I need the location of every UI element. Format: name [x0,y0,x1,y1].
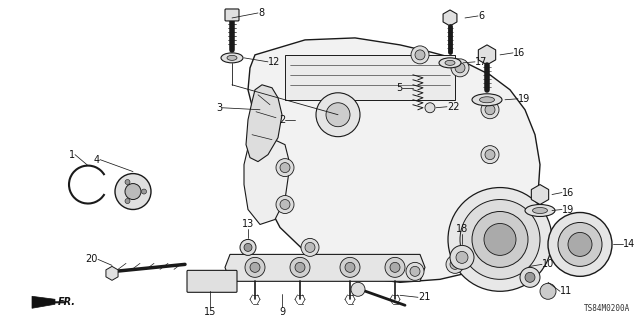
Circle shape [415,50,425,60]
Text: 9: 9 [279,307,285,317]
Polygon shape [32,296,55,308]
Circle shape [295,262,305,272]
Text: 16: 16 [513,48,525,58]
Circle shape [125,184,141,200]
Circle shape [484,223,516,255]
Polygon shape [244,138,290,224]
Text: 3: 3 [216,103,222,113]
Circle shape [485,150,495,160]
Circle shape [115,173,151,210]
Circle shape [250,262,260,272]
Circle shape [568,232,592,256]
Text: 17: 17 [475,57,488,67]
Circle shape [450,245,474,269]
Ellipse shape [221,53,243,63]
Circle shape [141,189,147,194]
Circle shape [481,101,499,119]
Circle shape [305,243,315,252]
Circle shape [425,103,435,113]
Text: TS84M0200A: TS84M0200A [584,304,630,313]
Circle shape [341,258,359,276]
Circle shape [455,63,465,73]
Ellipse shape [532,207,547,213]
Circle shape [125,180,130,185]
Ellipse shape [472,94,502,106]
Text: 19: 19 [562,204,574,214]
Text: 5: 5 [396,83,402,93]
Circle shape [481,146,499,164]
Text: 21: 21 [418,292,430,302]
Circle shape [390,262,400,272]
Text: 1: 1 [69,150,75,160]
Circle shape [326,103,350,127]
Circle shape [290,257,310,277]
Circle shape [460,200,540,279]
Text: 8: 8 [258,8,264,18]
Text: 4: 4 [94,155,100,164]
Circle shape [450,260,460,269]
Circle shape [520,268,540,287]
Circle shape [446,255,464,273]
Circle shape [340,257,360,277]
FancyArrowPatch shape [37,300,65,305]
Text: 15: 15 [204,307,216,317]
Polygon shape [246,85,282,162]
Text: 12: 12 [268,57,280,67]
Text: 11: 11 [560,286,572,296]
Circle shape [540,283,556,299]
Text: 14: 14 [623,239,636,249]
Ellipse shape [439,58,461,68]
Polygon shape [285,55,455,100]
FancyBboxPatch shape [187,270,237,292]
Text: 6: 6 [478,11,484,21]
Circle shape [280,200,290,210]
Circle shape [548,212,612,276]
Circle shape [411,46,429,64]
Circle shape [276,159,294,177]
Text: 20: 20 [86,254,98,264]
Circle shape [410,266,420,276]
Text: 19: 19 [518,94,531,104]
Text: 16: 16 [562,188,574,197]
Circle shape [345,262,355,272]
Circle shape [451,59,469,77]
Circle shape [240,239,256,255]
Circle shape [456,252,468,263]
Text: 18: 18 [456,224,468,235]
Circle shape [448,188,552,291]
Circle shape [485,105,495,115]
Text: 2: 2 [279,115,285,125]
Text: 13: 13 [242,220,254,229]
Circle shape [472,212,528,268]
Circle shape [125,198,130,204]
Circle shape [244,244,252,252]
Ellipse shape [479,97,495,103]
Circle shape [385,257,405,277]
Circle shape [525,272,535,282]
FancyBboxPatch shape [225,9,239,21]
Circle shape [406,262,424,280]
Circle shape [558,222,602,266]
Circle shape [316,93,360,137]
Polygon shape [248,38,540,282]
Circle shape [245,257,265,277]
Circle shape [345,262,355,272]
Text: 22: 22 [447,102,460,112]
Circle shape [280,163,290,172]
Circle shape [301,238,319,256]
Polygon shape [225,254,425,281]
Text: FR.: FR. [58,297,76,307]
Circle shape [276,196,294,213]
Circle shape [351,282,365,296]
Ellipse shape [445,60,455,65]
Text: 10: 10 [542,260,554,269]
Ellipse shape [227,55,237,60]
Ellipse shape [525,204,555,217]
